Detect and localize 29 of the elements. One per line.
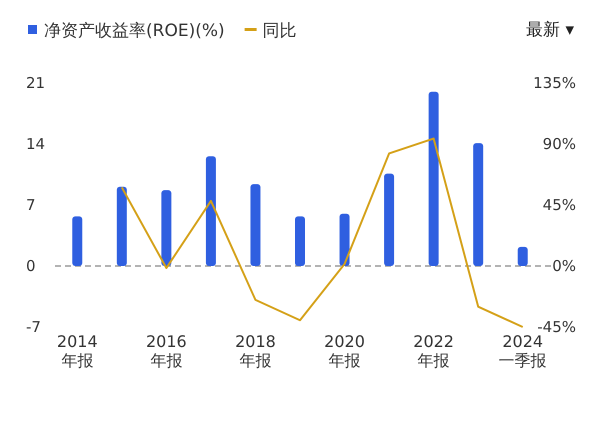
bar: [384, 174, 394, 266]
bar: [428, 92, 439, 266]
y-tick-label: 14: [26, 135, 46, 153]
y-tick-label: 21: [26, 74, 46, 92]
y-tick-label: -7: [26, 318, 41, 336]
legend-label: 同比: [262, 21, 297, 41]
y-tick-label: 0: [26, 257, 36, 275]
x-tick-label: 2014 年报: [56, 332, 98, 370]
line-series: [120, 138, 524, 328]
bar: [250, 184, 260, 266]
bar: [161, 190, 172, 266]
y2-tick-label: 135%: [533, 74, 576, 92]
y-tick-label: 7: [26, 196, 36, 214]
bar: [206, 156, 216, 266]
bar: [295, 216, 305, 266]
bar: [116, 186, 127, 266]
bar: [340, 214, 350, 266]
x-tick-label: 2016 年报: [146, 332, 187, 370]
legend-label: 净资产收益率(ROE)(%): [44, 21, 225, 41]
bar: [473, 143, 484, 266]
bar: [72, 216, 82, 266]
x-tick-label: 2018 年报: [235, 332, 276, 370]
y2-tick-label: 90%: [542, 135, 576, 153]
bar: [518, 246, 528, 266]
text: 最新 ▾: [526, 20, 574, 40]
x-tick-label: 2022 年报: [413, 332, 454, 370]
y2-tick-label: 0%: [552, 257, 576, 275]
x-tick-label: 2020 年报: [324, 332, 365, 370]
y2-tick-label: 45%: [542, 196, 576, 214]
